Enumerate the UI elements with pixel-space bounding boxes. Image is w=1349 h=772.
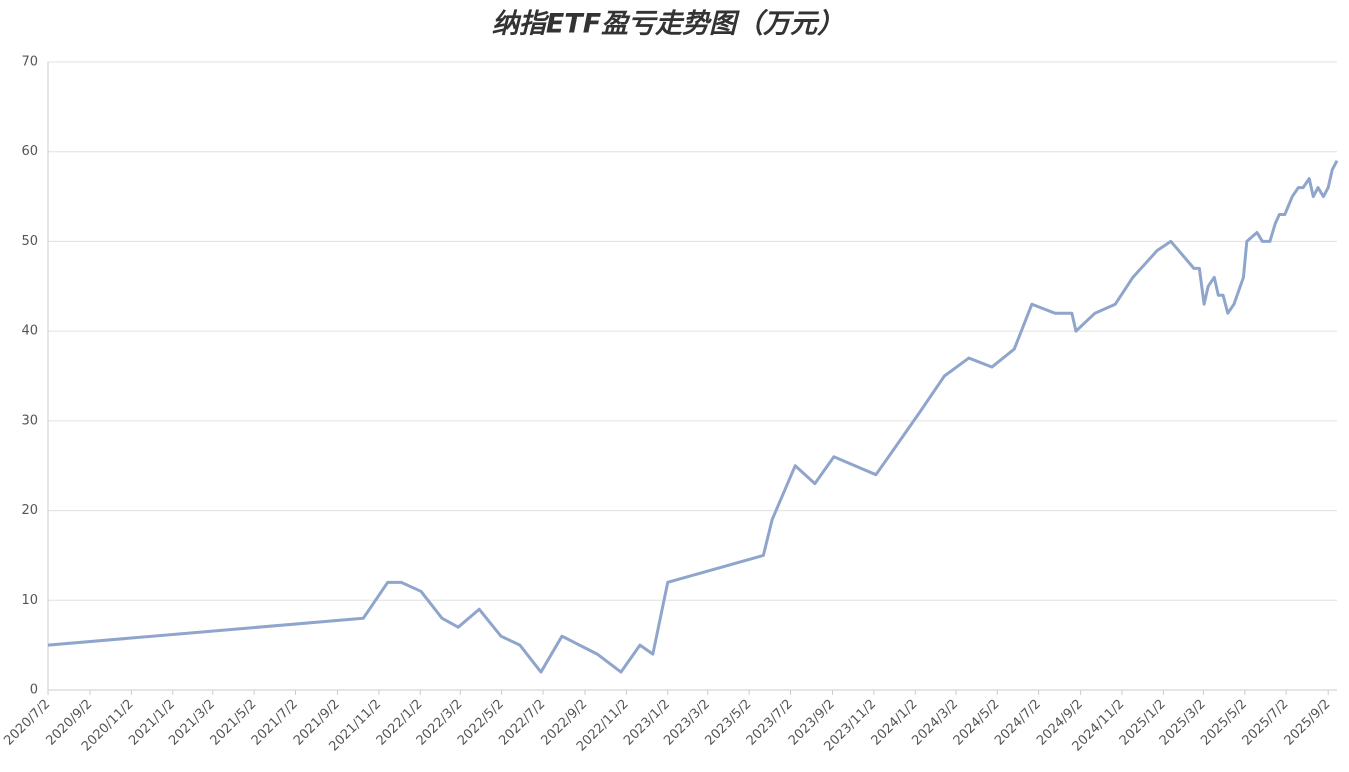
y-tick-label: 60	[21, 144, 38, 159]
y-tick-label: 0	[30, 683, 38, 698]
y-tick-label: 20	[21, 503, 38, 518]
y-tick-label: 10	[21, 593, 38, 608]
y-tick-label: 50	[21, 234, 38, 249]
y-tick-label: 70	[21, 55, 38, 70]
x-tick-label: 2025/9/2	[1282, 697, 1334, 749]
line-series	[47, 159, 1339, 674]
y-tick-label: 40	[21, 324, 38, 339]
chart-title: 纳指ETF盈亏走势图（万元）	[492, 9, 844, 40]
y-tick-label: 30	[21, 413, 38, 428]
